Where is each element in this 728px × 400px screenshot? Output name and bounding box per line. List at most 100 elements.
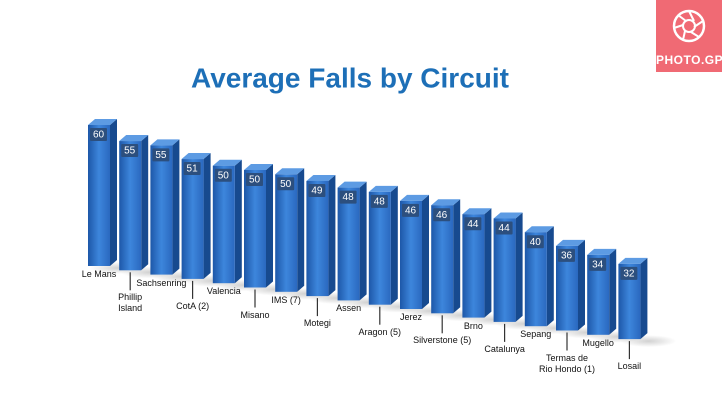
bar-side [328, 174, 336, 297]
value-label: 44 [467, 219, 479, 230]
bar [88, 125, 110, 266]
logo: PHOTO.GP [656, 0, 724, 72]
bar-top [212, 159, 242, 166]
bar-top [337, 181, 367, 188]
value-label-box [152, 148, 170, 162]
value-label-box [495, 221, 513, 235]
bar-side [266, 164, 273, 288]
bar-side [546, 226, 554, 327]
bar [306, 180, 329, 297]
bar-top [119, 135, 149, 142]
bar-top [462, 208, 492, 215]
bar [275, 174, 298, 292]
logo-text: PHOTO.GP [656, 53, 724, 67]
value-label: 49 [311, 186, 323, 197]
bar [524, 232, 547, 327]
value-label: 60 [93, 130, 105, 141]
x-tick-label: CotA (2) [176, 300, 210, 311]
value-label-box [620, 266, 638, 280]
x-tick-label: Motegi [303, 318, 331, 329]
value-label: 55 [155, 150, 167, 161]
value-label: 46 [436, 210, 448, 221]
bar-top [524, 226, 554, 233]
value-label: 32 [623, 269, 635, 280]
bar [493, 218, 516, 322]
value-label-box [589, 257, 607, 271]
x-tick-label: Assen [336, 303, 362, 314]
x-tick-label: Brno [463, 320, 483, 331]
bar [368, 191, 391, 305]
x-tick-label: Valencia [206, 286, 241, 297]
value-label-box [277, 177, 295, 191]
bar-side [141, 135, 149, 271]
bar-side [359, 181, 367, 301]
x-tick-label: Phillip Island [118, 292, 143, 314]
bar-side [609, 248, 617, 335]
chart-title: Average Falls by Circuit [191, 62, 509, 93]
value-label: 36 [561, 251, 573, 262]
bar [587, 254, 610, 335]
value-label: 48 [343, 192, 355, 203]
value-label-box [183, 162, 201, 176]
bar-top [587, 248, 617, 255]
bar-top [275, 168, 305, 175]
bar-top [556, 239, 585, 246]
value-label: 44 [499, 223, 511, 234]
value-label: 55 [124, 146, 136, 157]
bar-top [181, 153, 211, 160]
bar-top [368, 185, 398, 192]
bar [337, 187, 360, 301]
bar-side [453, 199, 461, 314]
x-tick-label: Aragon (5) [358, 326, 402, 337]
bar [181, 159, 204, 279]
bar-side [203, 153, 211, 279]
bar-top [150, 139, 180, 146]
value-label-box [558, 248, 575, 262]
value-label: 50 [249, 175, 261, 186]
value-label: 51 [187, 164, 199, 175]
value-label-box [90, 128, 107, 141]
x-tick-label: Losail [617, 361, 642, 372]
x-tick-label: Sachsenring [136, 277, 187, 288]
bar-side [297, 168, 305, 292]
x-tick-label: Silverstone (5) [413, 335, 472, 346]
bar-top [618, 257, 648, 264]
bar-side [110, 119, 117, 266]
value-label: 40 [530, 237, 542, 248]
bar [150, 145, 173, 275]
value-label-box [339, 190, 357, 204]
bar-side [172, 139, 180, 275]
bar-side [484, 208, 492, 318]
value-label: 46 [405, 206, 417, 217]
bar [119, 141, 142, 271]
x-tick-label: Misano [240, 309, 270, 320]
x-tick-label: Jerez [399, 312, 423, 322]
bar-side [640, 257, 648, 340]
bar [244, 170, 266, 288]
bar [556, 245, 578, 331]
bar-top [88, 119, 117, 125]
value-label-box [308, 183, 326, 197]
value-label-box [526, 235, 544, 249]
x-tick-label: Catalunya [484, 343, 525, 354]
bar [431, 205, 454, 314]
x-tick-label: Mugello [582, 337, 614, 348]
bar [400, 200, 422, 309]
x-tick-label: Le Mans [81, 269, 117, 279]
bar [212, 165, 235, 284]
value-label: 50 [218, 170, 230, 181]
value-label: 48 [374, 197, 386, 208]
x-tick-label: Sepang [520, 329, 552, 340]
value-label-box [121, 144, 139, 158]
x-tick-label: IMS (7) [271, 294, 301, 305]
bar-top [493, 212, 523, 219]
bar-top [306, 174, 336, 181]
x-tick-label: Termas de Rio Hondo (1) [538, 352, 596, 374]
bar-side [515, 212, 523, 322]
value-label-box [464, 217, 482, 231]
logo-icon [672, 9, 706, 43]
bar [618, 263, 641, 340]
bar-side [390, 185, 398, 305]
